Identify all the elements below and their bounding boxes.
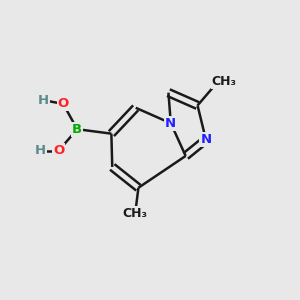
Text: O: O xyxy=(53,144,64,157)
Text: CH₃: CH₃ xyxy=(123,207,148,220)
Text: N: N xyxy=(200,133,211,146)
Text: H: H xyxy=(38,94,49,106)
Text: O: O xyxy=(58,98,69,110)
Text: H: H xyxy=(34,144,46,157)
Text: CH₃: CH₃ xyxy=(212,75,237,88)
Text: N: N xyxy=(165,117,176,130)
Text: B: B xyxy=(72,123,82,136)
